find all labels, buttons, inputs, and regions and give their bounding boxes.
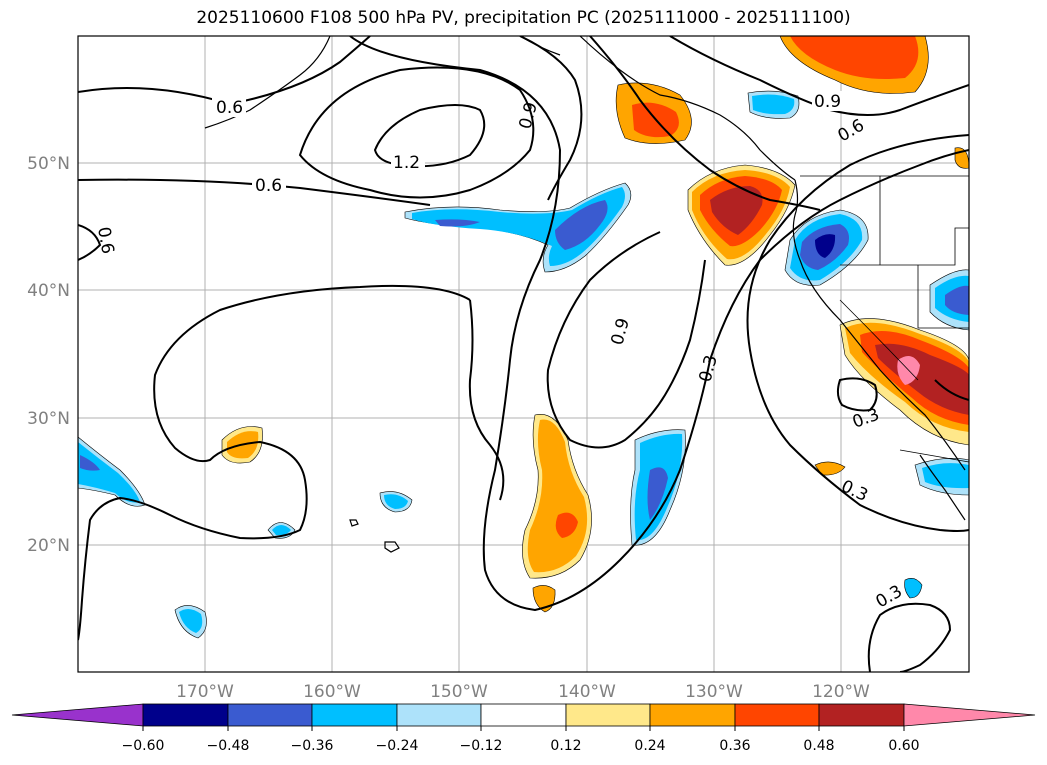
lon-label: 130°W [685, 682, 743, 702]
contour-label: 0.6 [255, 176, 282, 196]
map-area [78, 36, 969, 672]
contour-06 [78, 178, 431, 206]
contour-06-north [78, 36, 371, 106]
colorbar-segment [649, 703, 736, 727]
lon-label: 170°W [176, 682, 234, 702]
pv-contours [78, 36, 969, 672]
lon-label: 160°W [303, 682, 361, 702]
colorbar-tick-label: −0.12 [460, 738, 503, 754]
contour-label: 0.9 [814, 92, 841, 112]
colorbar-extend-high [903, 703, 1036, 727]
contour-big-loop [349, 36, 969, 612]
colorbar-segment [396, 703, 482, 727]
colorbar-segment [227, 703, 313, 727]
lon-label: 120°W [812, 682, 870, 702]
contour-socal-small [836, 377, 878, 412]
lat-label: 50°N [27, 154, 70, 174]
contour-west-loop [78, 284, 471, 641]
gridlines [78, 36, 969, 672]
colorbar-labels: −0.60 −0.48 −0.36 −0.24 −0.12 0.12 0.24 … [122, 738, 920, 754]
lon-label: 140°W [558, 682, 616, 702]
colorbar-segment [734, 703, 820, 727]
map-frame [77, 35, 970, 673]
colorbar-tick-label: −0.24 [376, 738, 419, 754]
precip-shading [78, 36, 969, 639]
lon-label: 150°W [430, 682, 488, 702]
contour-09 [298, 66, 535, 199]
contour-west-06 [78, 224, 102, 261]
lon-labels: 170°W 160°W 150°W 140°W 130°W 120°W [176, 682, 870, 702]
colorbar-segment [480, 703, 567, 727]
contour-label: 1.2 [393, 153, 420, 173]
colorbar [11, 703, 1036, 727]
colorbar-extend-low [11, 703, 144, 727]
borders [800, 175, 969, 463]
colorbar-tick-label: 0.24 [634, 738, 665, 754]
colorbar-tick-label: −0.60 [122, 738, 165, 754]
map-title: 2025110600 F108 500 hPa PV, precipitatio… [196, 8, 851, 28]
contour-label: 0.6 [216, 98, 243, 118]
contour-loop-inner [468, 299, 505, 501]
colorbar-tick-label: 0.60 [888, 738, 919, 754]
colorbar-tick-label: −0.48 [207, 738, 250, 754]
contour-03-ca [746, 134, 969, 532]
colorbar-segment [565, 703, 651, 727]
colorbar-tick-label: −0.36 [291, 738, 334, 754]
lat-label: 20°N [27, 536, 70, 556]
lat-label: 40°N [27, 281, 70, 301]
colorbar-segment [311, 703, 398, 727]
contour-inner-tongue [546, 36, 821, 449]
colorbar-segment [818, 703, 905, 727]
contour-03-south [867, 602, 952, 672]
colorbar-ticks [142, 726, 905, 731]
colorbar-segment [142, 703, 229, 727]
contour-labels: 0.6 0.6 1.2 0.9 0.9 0.6 0.6 0.9 0.3 0.3 … [93, 91, 906, 612]
contour-label: 0.6 [93, 225, 117, 255]
lat-label: 30°N [27, 409, 70, 429]
colorbar-tick-label: 0.48 [803, 738, 834, 754]
lat-labels: 50°N 40°N 30°N 20°N [27, 154, 70, 556]
colorbar-tick-label: 0.12 [550, 738, 581, 754]
colorbar-tick-label: 0.36 [719, 738, 750, 754]
